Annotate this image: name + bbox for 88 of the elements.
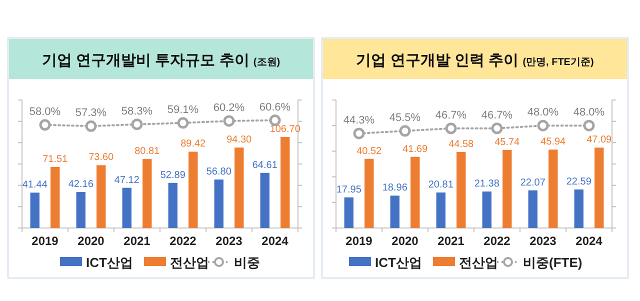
data-label: 52.89 <box>160 170 186 181</box>
bar <box>344 197 354 228</box>
data-label: 17.95 <box>336 184 362 196</box>
x-tick-label: 2022 <box>484 234 511 248</box>
data-label: 21.38 <box>474 178 500 190</box>
chart-title: 기업 연구개발 인력 추이 <box>356 52 519 69</box>
data-label: 106.70 <box>270 124 301 135</box>
bar <box>168 182 178 228</box>
legend-label: ICT산업 <box>86 255 133 270</box>
data-label: 45.5% <box>389 112 421 124</box>
bar <box>234 148 244 228</box>
data-label: 18.96 <box>382 182 408 194</box>
bar <box>96 165 106 228</box>
bar <box>594 148 604 228</box>
chart-title: 기업 연구개발비 투자규모 추이 <box>42 52 250 69</box>
bar <box>410 156 420 228</box>
x-tick-label: 2022 <box>170 234 197 248</box>
chart-subtitle: (조원) <box>253 57 280 68</box>
data-label: 46.7% <box>435 109 467 122</box>
data-label: 89.42 <box>180 138 206 150</box>
data-label: 20.81 <box>428 179 454 190</box>
x-tick-label: 2019 <box>32 234 59 248</box>
legend-label: ICT산업 <box>375 255 422 270</box>
bar <box>30 192 40 228</box>
data-label: 60.2% <box>213 102 245 114</box>
bar <box>260 172 270 228</box>
bar <box>436 192 446 228</box>
legend-label: 전산업 <box>170 255 209 270</box>
bar <box>142 159 152 228</box>
legend-label: 비중 <box>234 255 260 270</box>
bar <box>280 136 290 228</box>
bar <box>76 192 86 228</box>
data-label: 41.69 <box>402 144 428 155</box>
data-label: 56.80 <box>206 166 232 178</box>
data-label: 44.3% <box>343 114 375 126</box>
data-label: 48.0% <box>527 106 559 119</box>
bar <box>214 180 224 228</box>
bar <box>364 158 374 228</box>
data-label: 80.81 <box>134 146 160 158</box>
data-label: 46.7% <box>481 109 513 122</box>
x-tick-label: 2021 <box>438 234 465 248</box>
point <box>537 120 549 132</box>
x-tick-label: 2019 <box>346 234 373 248</box>
bar <box>390 196 400 228</box>
point <box>399 125 411 137</box>
point <box>583 120 595 132</box>
data-label: 22.59 <box>566 176 592 188</box>
data-label: 59.1% <box>167 104 199 116</box>
legend-label: 전산업 <box>459 255 498 270</box>
data-label: 60.6% <box>259 101 291 114</box>
point <box>445 122 457 134</box>
chart-subtitle: (만명, FTE기준) <box>522 57 594 68</box>
data-label: 94.30 <box>226 134 252 146</box>
x-tick-label: 2021 <box>124 234 151 248</box>
legend-label: 비중(FTE) <box>523 255 582 270</box>
x-tick-label: 2023 <box>216 234 243 248</box>
bar <box>574 189 584 228</box>
x-tick-label: 2020 <box>78 234 105 248</box>
bar <box>122 188 132 228</box>
data-label: 47.09 <box>586 134 612 146</box>
data-label: 64.61 <box>252 160 278 171</box>
data-label: 58.3% <box>121 105 153 118</box>
data-label: 41.44 <box>22 180 48 191</box>
data-label: 45.94 <box>540 136 566 148</box>
data-label: 22.07 <box>520 177 546 188</box>
x-tick-label: 2020 <box>392 234 419 248</box>
bar <box>482 192 492 228</box>
point <box>491 122 503 134</box>
data-label: 44.58 <box>448 138 474 150</box>
x-tick-label: 2023 <box>530 234 557 248</box>
bar <box>456 152 466 228</box>
bar <box>528 190 538 228</box>
bar <box>50 166 60 228</box>
data-label: 40.52 <box>356 146 382 157</box>
x-tick-label: 2024 <box>576 234 603 248</box>
data-label: 45.74 <box>494 136 520 148</box>
data-label: 42.16 <box>68 179 94 190</box>
point <box>353 128 365 140</box>
x-tick-label: 2024 <box>262 234 289 248</box>
bar <box>548 150 558 228</box>
data-label: 57.3% <box>75 107 107 120</box>
data-label: 71.51 <box>42 154 68 165</box>
bar <box>502 150 512 228</box>
bar <box>188 152 198 228</box>
data-label: 58.0% <box>29 106 61 118</box>
data-label: 47.12 <box>114 174 140 186</box>
data-label: 48.0% <box>573 106 605 119</box>
data-label: 73.60 <box>88 152 114 164</box>
